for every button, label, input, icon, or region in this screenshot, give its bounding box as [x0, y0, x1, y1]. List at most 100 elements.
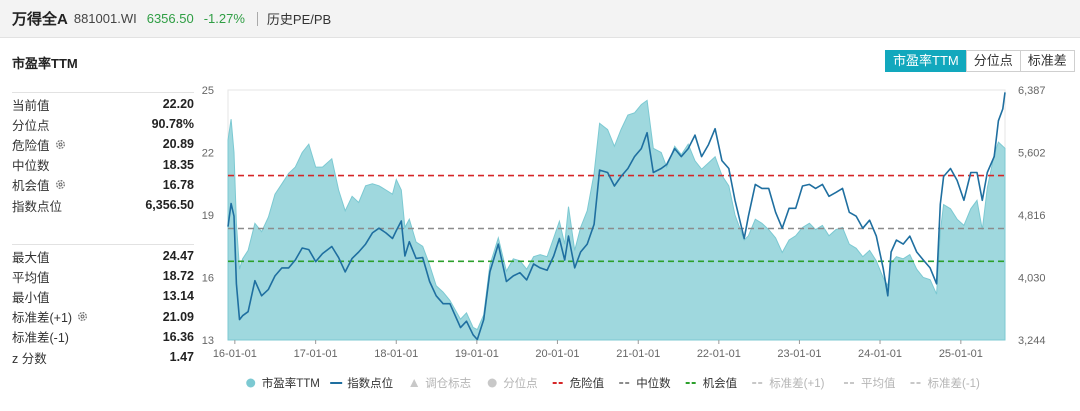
legend-item[interactable]: 市盈率TTM	[246, 376, 320, 390]
stat-label-text: 标准差(-1)	[12, 331, 69, 346]
stat-row: 机会值 16.78	[12, 175, 194, 195]
y-left-tick-label: 16	[202, 273, 214, 285]
x-tick-label: 18-01-01	[374, 348, 418, 360]
history-pe-pb-link[interactable]: 历史PE/PB	[266, 12, 332, 27]
tab-std-dev[interactable]: 标准差	[1019, 50, 1075, 72]
legend-label: 指数点位	[347, 376, 393, 390]
index-change: -1.27%	[203, 11, 245, 26]
y-right-tick-label: 6,387	[1018, 85, 1046, 97]
legend-label: 机会值	[703, 376, 738, 390]
stat-label: 指数点位	[12, 196, 62, 215]
stat-label-text: 指数点位	[12, 199, 63, 214]
stat-value: 21.09	[162, 309, 194, 324]
x-tick-label: 23-01-01	[777, 348, 821, 360]
legend-marker	[410, 379, 419, 387]
index-name: 万得全A	[12, 11, 68, 28]
stat-label-text: 机会值	[12, 179, 50, 194]
stat-value: 20.89	[162, 137, 194, 152]
x-tick-label: 19-01-01	[455, 348, 499, 360]
stat-label-text: 标准差(+1)	[12, 311, 73, 326]
gear-icon[interactable]	[77, 311, 88, 322]
stat-value: 1.47	[169, 350, 194, 365]
x-tick-label: 17-01-01	[294, 348, 338, 360]
divider	[256, 11, 258, 26]
legend-item[interactable]: 标准差(+1)	[752, 376, 825, 390]
stat-label: 最大值	[12, 247, 50, 266]
stat-value: 18.72	[162, 269, 194, 284]
x-tick-label: 25-01-01	[939, 348, 983, 360]
stat-label-text: 危险值	[12, 138, 50, 153]
stat-label-text: 分位点	[12, 118, 50, 133]
stat-label: 平均值	[12, 267, 50, 286]
legend-label: 中位数	[636, 376, 671, 390]
stat-row: 指数点位 6,356.50	[12, 195, 194, 215]
legend-label: 分位点	[503, 376, 538, 390]
legend-label: 调仓标志	[425, 376, 471, 390]
tab-pe-ttm[interactable]: 市盈率TTM	[885, 50, 967, 72]
stat-row: 平均值 18.72	[12, 266, 194, 286]
stat-row: 最小值 13.14	[12, 286, 194, 306]
legend-label: 市盈率TTM	[262, 376, 320, 390]
legend-item[interactable]: 危险值	[552, 376, 605, 390]
legend-item[interactable]: 分位点	[487, 376, 538, 390]
stat-label-text: 最大值	[12, 250, 50, 265]
y-right-tick-label: 5,602	[1018, 147, 1046, 159]
legend-item[interactable]: 标准差(-1)	[910, 376, 980, 390]
stat-value: 6,356.50	[145, 198, 194, 213]
y-left-tick-label: 13	[202, 335, 214, 347]
y-left-tick-label: 25	[202, 85, 214, 97]
stat-value: 13.14	[162, 289, 194, 304]
top-bar: 万得全A 881001.WI 6356.50 -1.27% 历史PE/PB	[0, 0, 1080, 38]
stat-label-text: 当前值	[12, 98, 50, 113]
stat-label: 分位点	[12, 115, 50, 134]
stat-label-text: 最小值	[12, 290, 50, 305]
stat-label-text: 平均值	[12, 270, 50, 285]
index-code: 881001.WI	[73, 11, 137, 26]
x-tick-label: 24-01-01	[858, 348, 902, 360]
index-line	[227, 92, 1006, 341]
stat-label-text: z 分数	[12, 351, 47, 366]
stat-row: 标准差(+1) 21.09	[12, 307, 194, 327]
legend-marker	[487, 378, 497, 388]
y-right-tick-label: 4,030	[1018, 272, 1046, 284]
metric-tabs: 市盈率TTM 分位点 标准差	[885, 50, 1075, 72]
y-right-tick-label: 3,244	[1018, 335, 1046, 347]
stat-row: 分位点 90.78%	[12, 114, 194, 134]
tab-percentile[interactable]: 分位点	[965, 50, 1021, 72]
stat-row: 标准差(-1) 16.36	[12, 327, 194, 347]
stat-label: z 分数	[12, 348, 47, 367]
legend-label: 标准差(-1)	[927, 376, 980, 390]
legend-item[interactable]: 中位数	[619, 376, 671, 390]
legend-item[interactable]: 机会值	[685, 376, 738, 390]
stat-row: z 分数 1.47	[12, 347, 194, 367]
x-tick-label: 22-01-01	[697, 348, 741, 360]
legend-item[interactable]: 指数点位	[330, 376, 393, 390]
stat-label: 危险值	[12, 135, 66, 154]
gear-icon[interactable]	[55, 139, 66, 150]
stat-value: 16.78	[162, 177, 194, 192]
stat-label: 最小值	[12, 287, 50, 306]
stats-summary: 最大值 24.47 平均值 18.72 最小值 13.14 标准差(+1) 21.09 …	[12, 244, 194, 367]
legend-item[interactable]: 平均值	[843, 377, 896, 390]
panel-title: 市盈率TTM	[12, 56, 78, 71]
stat-value: 18.35	[162, 157, 194, 172]
stat-label: 标准差(+1)	[12, 307, 88, 326]
legend-label: 危险值	[570, 376, 605, 390]
legend-label: 平均值	[861, 377, 896, 390]
stat-label: 当前值	[12, 95, 50, 114]
stat-label: 标准差(-1)	[12, 327, 69, 346]
stats-current: 当前值 22.20 分位点 90.78% 危险值 20.89 中位数 18.35 机会值…	[12, 92, 194, 215]
stat-row: 中位数 18.35	[12, 155, 194, 175]
y-left-tick-label: 19	[202, 210, 214, 222]
gear-icon[interactable]	[55, 179, 66, 190]
stat-value: 16.36	[162, 329, 194, 344]
stat-label: 机会值	[12, 175, 66, 194]
stat-value: 90.78%	[151, 117, 194, 132]
stat-value: 24.47	[162, 249, 194, 264]
legend-item[interactable]: 调仓标志	[410, 376, 471, 390]
pe-ttm-area	[227, 99, 1006, 341]
x-tick-label: 21-01-01	[616, 348, 660, 360]
stat-row: 危险值 20.89	[12, 134, 194, 154]
x-tick-label: 16-01-01	[213, 348, 257, 360]
